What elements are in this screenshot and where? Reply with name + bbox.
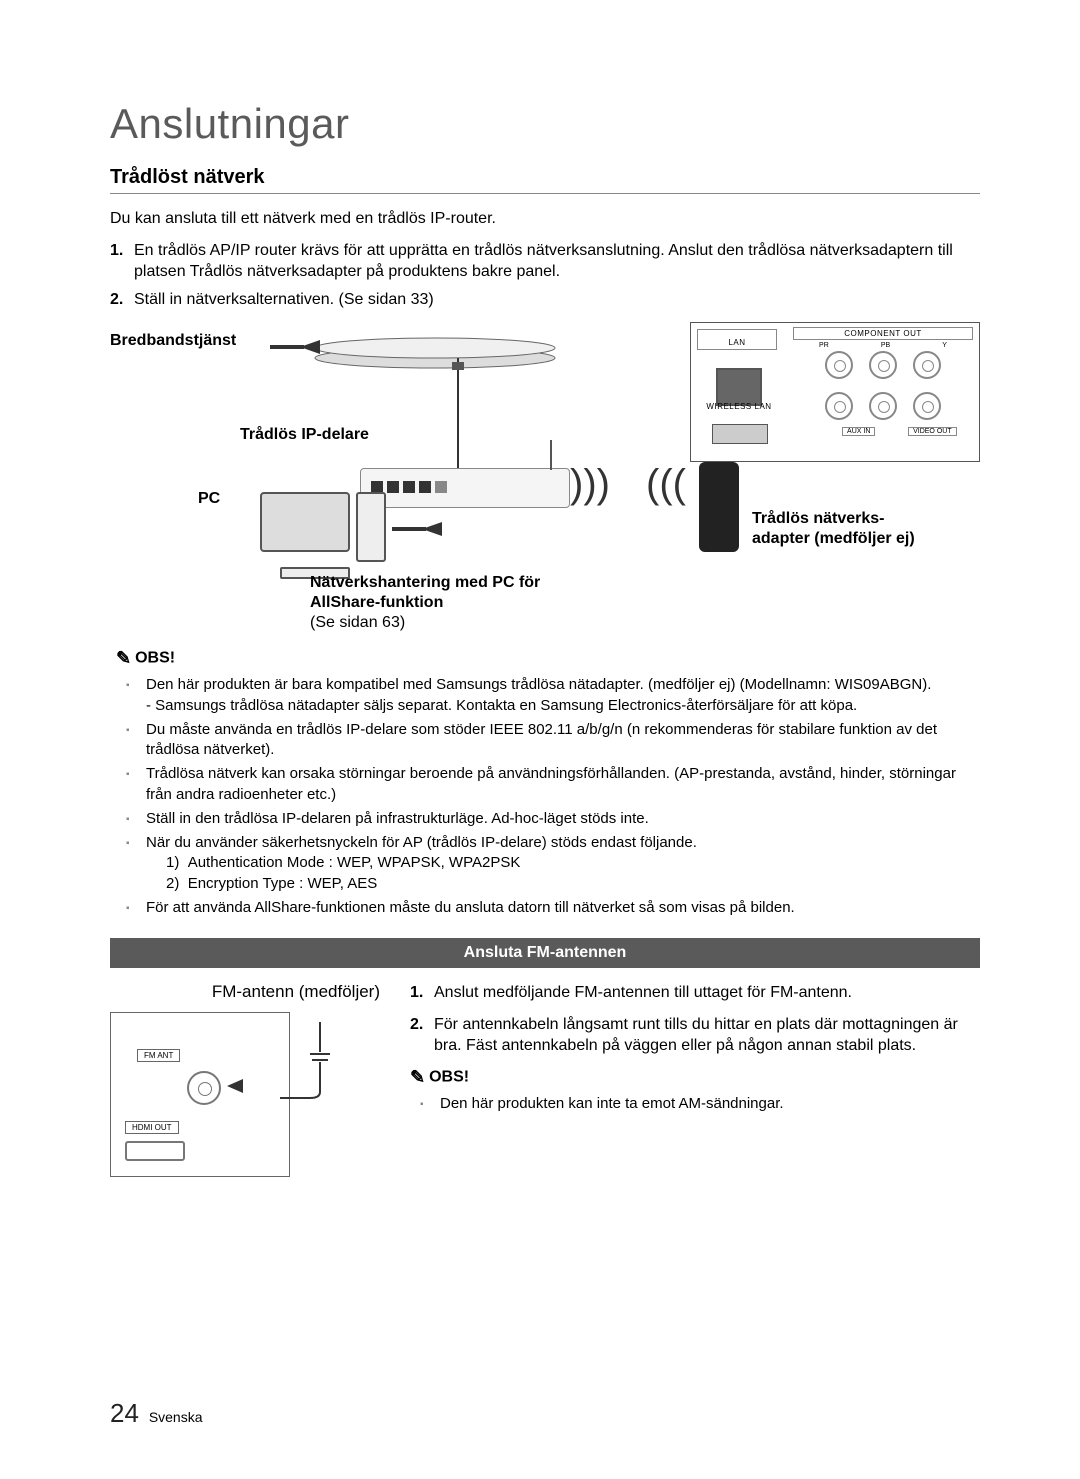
port-wlan-label: WIRELESS LAN — [704, 402, 774, 411]
fm-heading-bar: Ansluta FM-antennen — [110, 938, 980, 968]
wave-in-icon: ((( — [646, 464, 686, 504]
note-icon: ✎ — [410, 1067, 425, 1087]
label-adapter-2: adapter (medföljer ej) — [752, 530, 915, 548]
intro-text: Du kan ansluta till ett nätverk med en t… — [110, 208, 980, 230]
setup-steps: 1.En trådlös AP/IP router krävs för att … — [110, 240, 980, 311]
port-auxin-label: AUX IN — [842, 427, 875, 436]
notes-heading: ✎OBS! — [116, 648, 980, 669]
wave-out-icon: ))) — [570, 464, 610, 504]
rear-ports-panel: LAN WIRELESS LAN COMPONENT OUT PR PB Y — [690, 322, 980, 462]
note-5: När du använder säkerhetsnyckeln för AP … — [146, 833, 980, 894]
port-video-label: VIDEO OUT — [908, 427, 957, 436]
security-sublist: 1) Authentication Mode : WEP, WPAPSK, WP… — [146, 853, 980, 894]
port-y-label: Y — [942, 342, 947, 349]
fm-note-1: Den här produkten kan inte ta emot AM-sä… — [440, 1094, 980, 1114]
fm-step-1: 1.Anslut medföljande FM-antennen till ut… — [434, 982, 980, 1004]
port-pb-icon — [869, 351, 897, 379]
fm-panel: FM ANT HDMI OUT — [110, 1012, 290, 1177]
section-title: Trådlöst nätverk — [110, 166, 980, 194]
label-allshare-ref: (Se sidan 63) — [310, 614, 405, 632]
modem-icon — [310, 330, 560, 370]
antenna-wire-icon — [280, 1022, 390, 1142]
note-5-text: När du använder säkerhetsnyckeln för AP … — [146, 834, 697, 851]
port-pr-label: PR — [819, 342, 829, 349]
security-1-text: Authentication Mode : WEP, WPAPSK, WPA2P… — [188, 854, 521, 871]
label-adapter-1: Trådlös nätverks- — [752, 510, 885, 528]
arrow-pc — [392, 522, 442, 536]
wlan-port-icon — [712, 424, 768, 444]
note-6: För att använda AllShare-funktionen måst… — [146, 898, 980, 918]
port-aux-l-icon — [825, 392, 853, 420]
port-pr-icon — [825, 351, 853, 379]
note-2: Du måste använda en trådlös IP-delare so… — [146, 720, 980, 761]
fm-notes-heading: ✎OBS! — [410, 1067, 980, 1088]
fm-step-1-text: Anslut medföljande FM-antennen till utta… — [434, 984, 852, 1001]
page-number: 24 — [110, 1398, 139, 1428]
label-pc: PC — [198, 490, 220, 508]
label-broadband: Bredbandstjänst — [110, 332, 236, 350]
chapter-title: Anslutningar — [110, 100, 980, 148]
note-1: Den här produkten är bara kompatibel med… — [146, 675, 980, 716]
arrow-fm — [223, 1079, 243, 1093]
fm-antenna-label: FM-antenn (medföljer) — [110, 982, 390, 1002]
step-2: 2.Ställ in nätverksalternativen. (Se sid… — [134, 289, 980, 311]
hdmi-port-icon — [125, 1141, 185, 1161]
arrow-broadband — [270, 340, 320, 354]
wireless-adapter-icon — [699, 462, 739, 552]
fm-step-2: 2.För antennkabeln långsamt runt tills d… — [434, 1014, 980, 1057]
fm-obs-label: OBS! — [429, 1069, 469, 1086]
fm-ant-port-label: FM ANT — [137, 1049, 180, 1062]
port-aux-r-icon — [869, 392, 897, 420]
port-component-label: COMPONENT OUT — [793, 327, 973, 340]
port-lan-label: LAN — [700, 338, 774, 347]
step-2-text: Ställ in nätverksalternativen. (Se sidan… — [134, 291, 434, 308]
security-1: 1) Authentication Mode : WEP, WPAPSK, WP… — [166, 853, 980, 873]
page-footer: 24 Svenska — [110, 1398, 203, 1429]
fm-step-2-text: För antennkabeln långsamt runt tills du … — [434, 1016, 958, 1055]
fm-steps-list: 1.Anslut medföljande FM-antennen till ut… — [410, 982, 980, 1057]
note-4: Ställ in den trådlösa IP-delaren på infr… — [146, 809, 980, 829]
network-diagram: Bredbandstjänst Trådlös IP-delare PC )))… — [110, 322, 980, 642]
note-icon: ✎ — [116, 648, 131, 668]
port-video-icon — [913, 392, 941, 420]
security-2: 2) Encryption Type : WEP, AES — [166, 874, 980, 894]
fm-diagram: FM-antenn (medföljer) FM ANT HDMI OUT — [110, 982, 390, 1177]
label-allshare-1: Nätverkshantering med PC för — [310, 574, 540, 592]
note-3: Trådlösa nätverk kan orsaka störningar b… — [146, 764, 980, 805]
hdmi-port-label: HDMI OUT — [125, 1121, 179, 1134]
router-icon — [360, 468, 570, 508]
step-1: 1.En trådlös AP/IP router krävs för att … — [134, 240, 980, 283]
router-antenna-icon — [550, 440, 552, 470]
label-ip-sharer: Trådlös IP-delare — [240, 426, 369, 444]
step-1-text: En trådlös AP/IP router krävs för att up… — [134, 242, 953, 281]
obs-label: OBS! — [135, 650, 175, 667]
page-language: Svenska — [149, 1409, 203, 1425]
lan-port-icon — [716, 368, 762, 406]
port-y-icon — [913, 351, 941, 379]
fm-section: FM-antenn (medföljer) FM ANT HDMI OUT 1.… — [110, 982, 980, 1177]
label-allshare-2: AllShare-funktion — [310, 594, 443, 612]
port-pb-label: PB — [881, 342, 890, 349]
connector-vert — [448, 358, 468, 474]
fm-port-icon — [187, 1071, 221, 1105]
fm-instructions: 1.Anslut medföljande FM-antennen till ut… — [410, 982, 980, 1177]
notes-list: Den här produkten är bara kompatibel med… — [110, 675, 980, 918]
fm-notes-list: Den här produkten kan inte ta emot AM-sä… — [410, 1094, 980, 1114]
security-2-text: Encryption Type : WEP, AES — [188, 875, 378, 892]
